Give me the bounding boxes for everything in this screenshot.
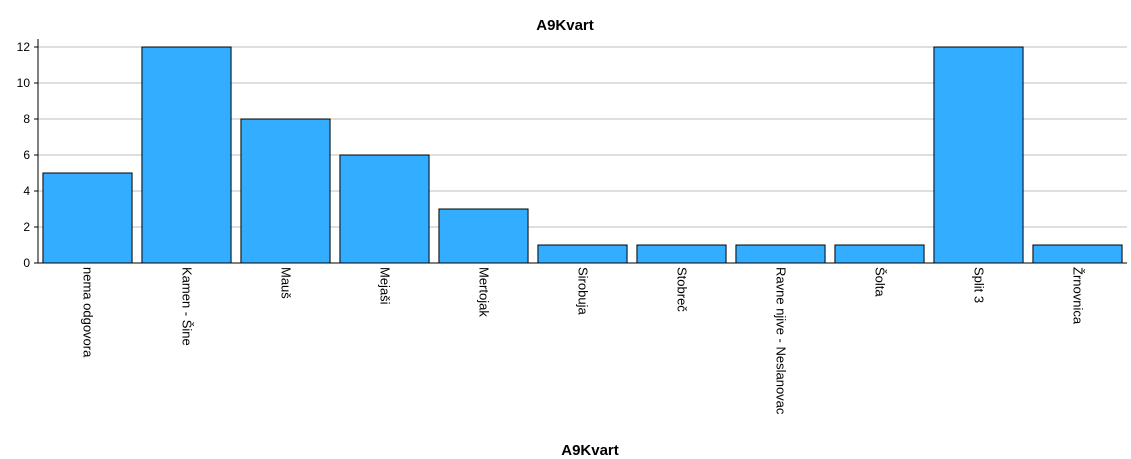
x-tick-label: Sirobuja: [576, 267, 591, 315]
x-tick-label: Šolta: [873, 267, 888, 297]
x-tick-label: Mertojak: [477, 267, 492, 317]
y-axis-ticks: 0 2 4 6 8 10 12: [17, 40, 38, 270]
x-tick-label: Žrnovnica: [1071, 267, 1086, 325]
bars: [42, 46, 1123, 264]
y-tick-label: 8: [23, 112, 30, 126]
x-tick-label: Mauš: [279, 267, 294, 299]
bar: [735, 244, 826, 264]
bar: [834, 244, 925, 264]
y-tick-label: 12: [17, 40, 31, 54]
y-tick-label: 6: [23, 148, 30, 162]
bar: [636, 244, 727, 264]
bar: [339, 154, 430, 264]
x-tick-label: Mejaši: [378, 267, 393, 305]
bar: [42, 172, 133, 264]
x-axis-label: A9Kvart: [561, 442, 619, 459]
bar: [537, 244, 628, 264]
x-tick-label: Ravne njive - Neslanovac: [774, 267, 789, 415]
x-tick-label: Split 3: [972, 267, 987, 303]
bar: [438, 208, 529, 264]
bar: [933, 46, 1024, 264]
x-tick-label: Kamen - Šine: [180, 267, 195, 346]
bar: [1032, 244, 1123, 264]
x-axis-tick-labels: nema odgovora Kamen - Šine Mauš Mejaši Merto…: [81, 267, 1086, 415]
y-tick-label: 0: [23, 256, 30, 270]
bar: [141, 46, 232, 264]
bar: [240, 118, 331, 264]
y-tick-label: 10: [17, 76, 31, 90]
chart-title: A9Kvart: [536, 17, 594, 34]
y-tick-label: 2: [23, 220, 30, 234]
x-tick-label: nema odgovora: [81, 267, 96, 358]
x-tick-label: Stobreč: [675, 267, 690, 312]
y-tick-label: 4: [23, 184, 30, 198]
